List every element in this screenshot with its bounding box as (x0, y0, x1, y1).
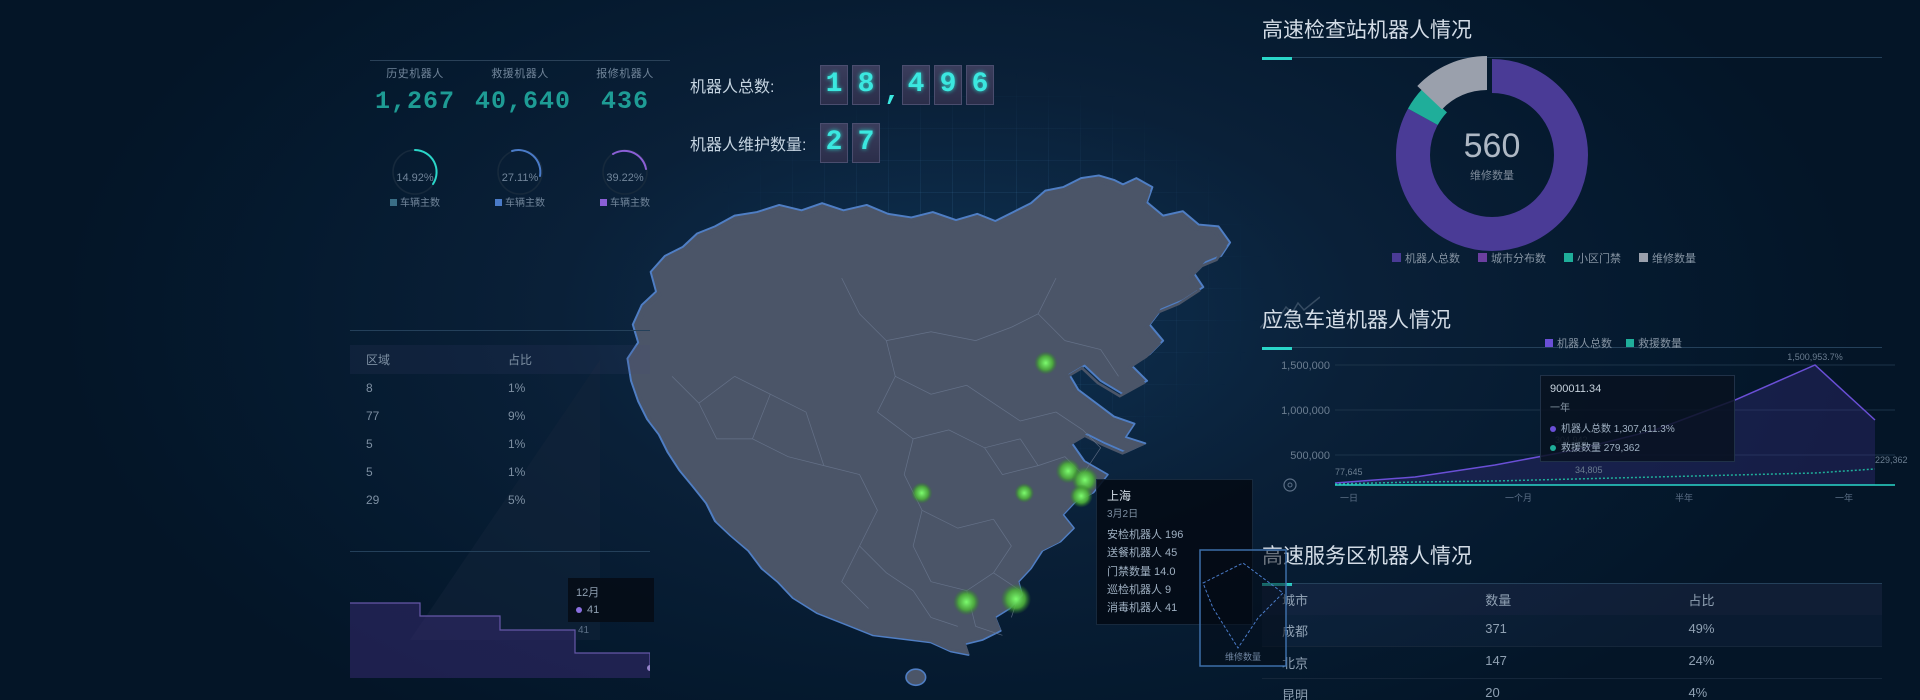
svg-text:560: 560 (1464, 127, 1521, 165)
svg-text:1,500,000: 1,500,000 (1281, 360, 1330, 372)
svg-text:1,500,953.7%: 1,500,953.7% (1787, 352, 1843, 362)
svg-text:一年: 一年 (1835, 492, 1853, 503)
svg-text:34,805: 34,805 (1575, 465, 1603, 475)
svg-text:1,000,000: 1,000,000 (1281, 405, 1330, 417)
svg-text:77,645: 77,645 (1335, 467, 1363, 477)
svg-text:500,000: 500,000 (1290, 450, 1330, 462)
svg-text:半年: 半年 (1675, 492, 1693, 503)
svg-text:一日: 一日 (1340, 493, 1358, 503)
svg-text:229,362: 229,362 (1875, 455, 1908, 465)
svg-text:一个月: 一个月 (1505, 493, 1532, 503)
svg-text:维修数量: 维修数量 (1225, 651, 1261, 662)
svg-text:维修数量: 维修数量 (1470, 168, 1514, 182)
